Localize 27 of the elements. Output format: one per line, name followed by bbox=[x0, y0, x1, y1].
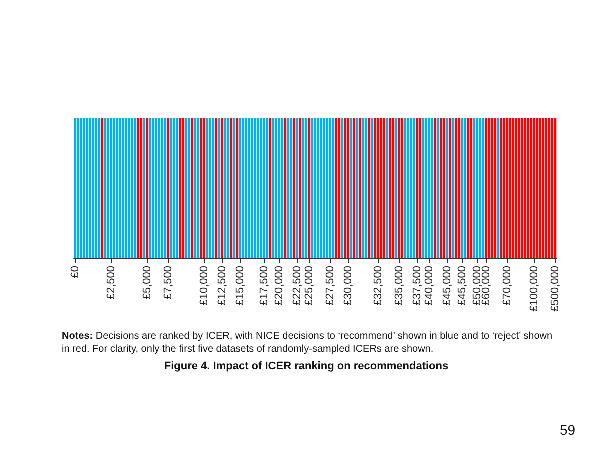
x-tick-label: £50,000 bbox=[472, 266, 484, 306]
x-tick-label: £30,000 bbox=[342, 266, 354, 306]
x-tick-label: £2,500 bbox=[106, 266, 118, 300]
x-tick-label: £12,500 bbox=[216, 266, 228, 306]
x-tick-label: £32,500 bbox=[372, 266, 384, 306]
x-tick-label: £37,500 bbox=[412, 266, 424, 306]
text: Figure 4. Impact of ICER ranking on recommendations bbox=[164, 360, 449, 372]
x-tick-label: £35,000 bbox=[394, 266, 406, 306]
x-tick-label: £5,000 bbox=[142, 266, 154, 300]
x-tick-label: £100,000 bbox=[528, 266, 540, 312]
x-tick-label: £500,000 bbox=[550, 266, 562, 312]
x-tick-label: £25,000 bbox=[304, 266, 316, 306]
x-tick-label: £0 bbox=[70, 266, 82, 278]
x-tick-label: £22,500 bbox=[292, 266, 304, 306]
x-tick-label: £45,000 bbox=[442, 266, 454, 306]
text: 59 bbox=[560, 422, 576, 438]
x-tick-label: £70,000 bbox=[502, 266, 514, 306]
x-tick-label: £17,500 bbox=[258, 266, 270, 306]
x-tick-label: £27,500 bbox=[324, 266, 336, 306]
x-tick-label: £10,000 bbox=[198, 266, 210, 306]
text: Notes: Decisions are ranked by ICER, with NICE decisions to ‘recommend’ shown in blue and to ‘reject’ shown in red. For clarity, only the first five datasets of randomly-sampled ICERs are shown. bbox=[62, 330, 554, 356]
x-tick-label: £60,000 bbox=[480, 266, 492, 306]
x-tick-label: £20,000 bbox=[274, 266, 286, 306]
x-tick-label: £15,000 bbox=[234, 266, 246, 306]
x-tick-label: £40,000 bbox=[424, 266, 436, 306]
x-tick-label: £7,500 bbox=[162, 266, 174, 300]
x-tick-label: £45,500 bbox=[456, 266, 468, 306]
